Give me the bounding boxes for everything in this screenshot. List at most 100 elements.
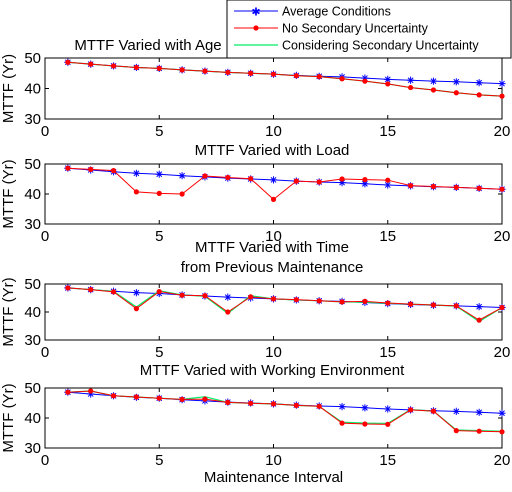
data-point-no-secondary: [408, 183, 414, 189]
data-point-no-secondary: [499, 304, 505, 311]
y-axis-label: MTTF (Yr): [0, 159, 17, 228]
data-point-average: [475, 79, 483, 87]
data-point-no-secondary: [293, 297, 299, 303]
panel-4: 0 5 10 15 20 30 40 50 MTTF (Yr) MTTF Varied with …: [0, 362, 510, 486]
data-point-no-secondary: [248, 70, 254, 76]
data-point-average: [361, 404, 369, 412]
data-point-no-secondary: [133, 64, 139, 71]
data-point-no-secondary: [339, 176, 345, 182]
data-point-no-secondary: [430, 302, 437, 308]
legend-label-no-secondary: No Secondary Uncertainty: [282, 22, 429, 36]
x-tick-label: 10: [265, 452, 282, 469]
data-point-no-secondary: [339, 76, 345, 82]
legend-box: [226, 0, 512, 59]
data-point-average: [384, 405, 392, 413]
x-tick-label: 0: [41, 452, 49, 469]
data-point-no-secondary: [293, 178, 299, 184]
data-point-no-secondary: [362, 421, 368, 427]
data-point-no-secondary: [316, 403, 322, 409]
data-point-no-secondary: [110, 168, 117, 174]
data-point-no-secondary: [385, 300, 391, 306]
series-line-no-secondary: [67, 167, 503, 201]
data-point-no-secondary: [248, 294, 254, 300]
y-tick-label: 40: [24, 81, 41, 98]
data-point-no-secondary: [362, 177, 368, 183]
y-tick-label: 50: [24, 276, 41, 293]
y-tick-label: 40: [24, 186, 41, 203]
data-point-no-secondary: [88, 166, 94, 172]
y-tick-label: 30: [24, 111, 41, 128]
data-point-no-secondary: [110, 63, 117, 69]
x-tick-label: 15: [379, 228, 396, 245]
x-tick-label: 15: [379, 344, 396, 361]
y-axis-label: MTTF (Yr): [0, 383, 17, 452]
data-point-no-secondary: [270, 401, 277, 407]
data-point-no-secondary: [88, 388, 94, 394]
x-tick-label: 20: [494, 344, 511, 361]
x-tick-label: 20: [494, 452, 511, 469]
data-point-no-secondary: [453, 428, 459, 434]
data-point-no-secondary: [339, 299, 345, 305]
data-point-average: [132, 169, 140, 177]
panel-title: MTTF Varied with Age: [74, 37, 221, 54]
data-point-average: [384, 181, 392, 189]
data-point-no-secondary: [293, 402, 299, 408]
panel-3: 0 5 10 15 20 30 40 50 MTTF (Yr) MTTF Varied with …: [0, 239, 510, 361]
data-point-no-secondary: [179, 396, 185, 402]
data-point-no-secondary: [430, 183, 437, 190]
x-tick-label: 20: [494, 123, 511, 140]
data-point-no-secondary: [88, 287, 94, 293]
data-point-no-secondary: [339, 420, 345, 426]
data-point-no-secondary: [270, 196, 277, 202]
data-point-no-secondary: [453, 303, 459, 309]
data-point-no-secondary: [430, 87, 437, 93]
data-point-no-secondary: [225, 399, 231, 405]
y-tick-label: 50: [24, 50, 41, 67]
y-tick-label: 30: [24, 332, 41, 349]
data-point-average: [498, 80, 506, 88]
series-line-no-secondary: [67, 287, 503, 321]
legend-marker-dot: [253, 25, 259, 31]
data-point-no-secondary: [179, 191, 185, 197]
data-point-no-secondary: [316, 74, 322, 80]
data-point-no-secondary: [499, 429, 505, 435]
data-point-average: [338, 403, 346, 411]
x-tick-label: 0: [41, 123, 49, 140]
data-point-no-secondary: [65, 389, 71, 395]
data-point-average: [475, 303, 483, 311]
data-point-average: [87, 390, 95, 398]
data-point-no-secondary: [156, 65, 162, 71]
panel-title-line2: from Previous Maintenance: [181, 259, 364, 276]
data-point-average: [452, 407, 460, 415]
plot-area: [44, 57, 503, 120]
data-point-no-secondary: [476, 185, 482, 191]
data-point-average: [338, 179, 346, 187]
data-point-average: [224, 293, 232, 301]
data-point-average: [429, 77, 438, 85]
data-point-no-secondary: [202, 293, 208, 299]
x-tick-label: 10: [265, 228, 282, 245]
y-axis-label: MTTF (Yr): [0, 277, 17, 346]
data-point-no-secondary: [88, 61, 94, 67]
data-point-no-secondary: [248, 176, 254, 182]
data-point-no-secondary: [270, 296, 277, 302]
data-point-no-secondary: [453, 90, 459, 96]
x-tick-label: 0: [41, 228, 49, 245]
data-point-no-secondary: [362, 298, 368, 304]
x-tick-label: 10: [265, 123, 282, 140]
data-point-average: [452, 78, 460, 86]
legend-label-considering: Considering Secondary Uncertainty: [282, 39, 479, 53]
data-point-no-secondary: [408, 407, 414, 413]
y-axis-label: MTTF (Yr): [0, 54, 17, 123]
data-point-average: [178, 172, 186, 180]
data-point-no-secondary: [476, 92, 482, 98]
x-tick-label: 5: [155, 123, 163, 140]
data-point-no-secondary: [110, 289, 117, 295]
series-line-no-secondary: [67, 390, 503, 433]
data-point-no-secondary: [202, 173, 208, 179]
panel-title: MTTF Varied with Time: [195, 239, 349, 256]
data-point-no-secondary: [316, 298, 322, 304]
data-point-no-secondary: [476, 428, 482, 434]
data-point-no-secondary: [133, 394, 139, 400]
